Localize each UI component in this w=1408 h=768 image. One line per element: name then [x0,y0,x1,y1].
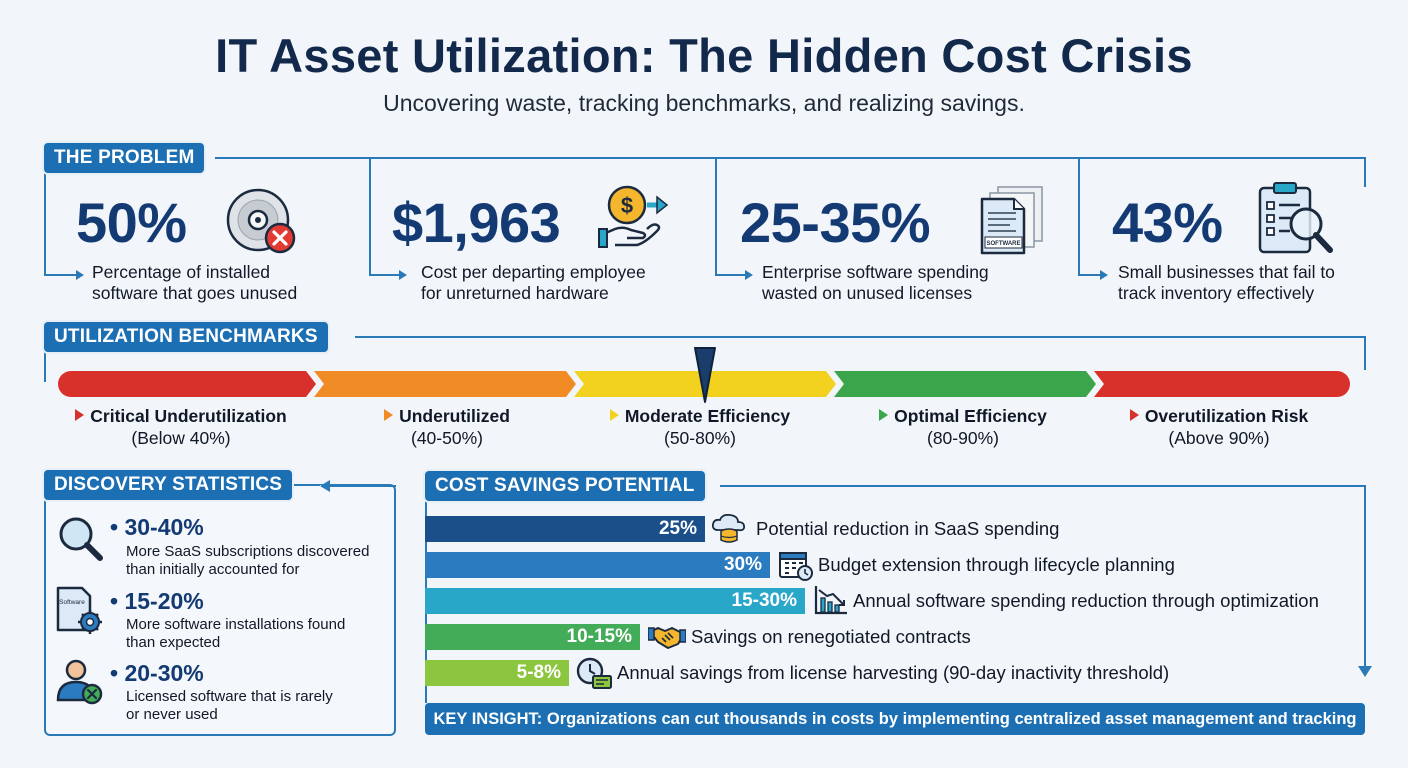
stat-description: Cost per departing employee for unreturne… [421,262,646,303]
software-docs-icon: SOFTWARE [980,185,1048,255]
chart-down-icon [813,584,849,616]
disc-error-icon [225,188,300,256]
savings-label: Annual savings from license harvesting (… [617,662,1170,683]
stat-value: $1,963 [392,191,561,254]
arrow-left-icon [320,480,330,492]
discovery-panel [44,484,396,736]
benchmark-segment [314,371,576,397]
benchmark-segment [58,371,316,397]
stat-value: 25-35% [740,191,931,254]
stat-description: Small businesses that fail to track inven… [1118,262,1335,303]
savings-bar: 15-30% [425,588,805,614]
discovery-tag: DISCOVERY STATISTICS [44,470,293,500]
savings-bar: 25% [425,516,705,542]
savings-bar: 10-15% [425,624,640,650]
page-title: IT Asset Utilization: The Hidden Cost Cr… [215,29,1193,82]
savings-bar: 30% [425,552,770,578]
stat-value: 43% [1112,191,1223,254]
savings-label: Savings on renegotiated contracts [691,626,971,647]
benchmark-segment [1094,371,1350,397]
savings-label: Annual software spending reduction throu… [853,590,1319,611]
clipboard-search-icon [1256,180,1336,256]
clock-license-icon [575,656,613,690]
discovery-value: • 30-40% [110,514,204,540]
calendar-clock-icon [778,549,814,581]
software-gear-icon: Software [56,586,104,636]
benchmark-pointer [693,346,717,404]
benchmark-label: Overutilization Risk (Above 90%) [1094,405,1344,449]
svg-text:SOFTWARE: SOFTWARE [987,241,1021,247]
key-insight-banner: KEY INSIGHT: Organizations can cut thous… [425,703,1365,735]
savings-label: Potential reduction in SaaS spending [756,518,1060,539]
savings-tag: COST SAVINGS POTENTIAL [425,471,705,501]
discovery-value: • 15-20% [110,588,204,614]
discovery-description: More software installations found than ex… [126,616,346,651]
savings-bar: 5-8% [425,660,569,686]
benchmark-label: Critical Underutilization (Below 40%) [56,405,306,449]
discovery-value: • 20-30% [110,660,204,686]
stat-description: Enterprise software spending wasted on un… [762,262,989,303]
savings-label: Budget extension through lifecycle plann… [818,554,1175,575]
discovery-description: More SaaS subscriptions discovered than i… [126,543,370,578]
svg-text:Software: Software [59,599,85,606]
stat-value: 50% [76,191,187,254]
benchmark-segment [834,371,1096,397]
svg-text:$: $ [621,193,633,218]
discovery-description: Licensed software that is rarely or never… [126,688,333,723]
benchmarks-tag: UTILIZATION BENCHMARKS [44,322,328,352]
cloud-database-icon [710,513,750,544]
stat-description: Percentage of installed software that goe… [92,262,298,303]
benchmark-label: Moderate Efficiency (50-80%) [570,405,830,449]
benchmark-label: Underutilized (40-50%) [322,405,572,449]
problem-tag: THE PROBLEM [44,143,205,173]
benchmark-label: Optimal Efficiency (80-90%) [838,405,1088,449]
handshake-icon [647,622,687,652]
user-x-icon [56,658,104,706]
money-hand-icon: $ [597,183,669,253]
benchmark-scale-bar [56,369,1352,399]
magnifier-icon [56,514,104,562]
page-subtitle: Uncovering waste, tracking benchmarks, a… [383,90,1025,116]
